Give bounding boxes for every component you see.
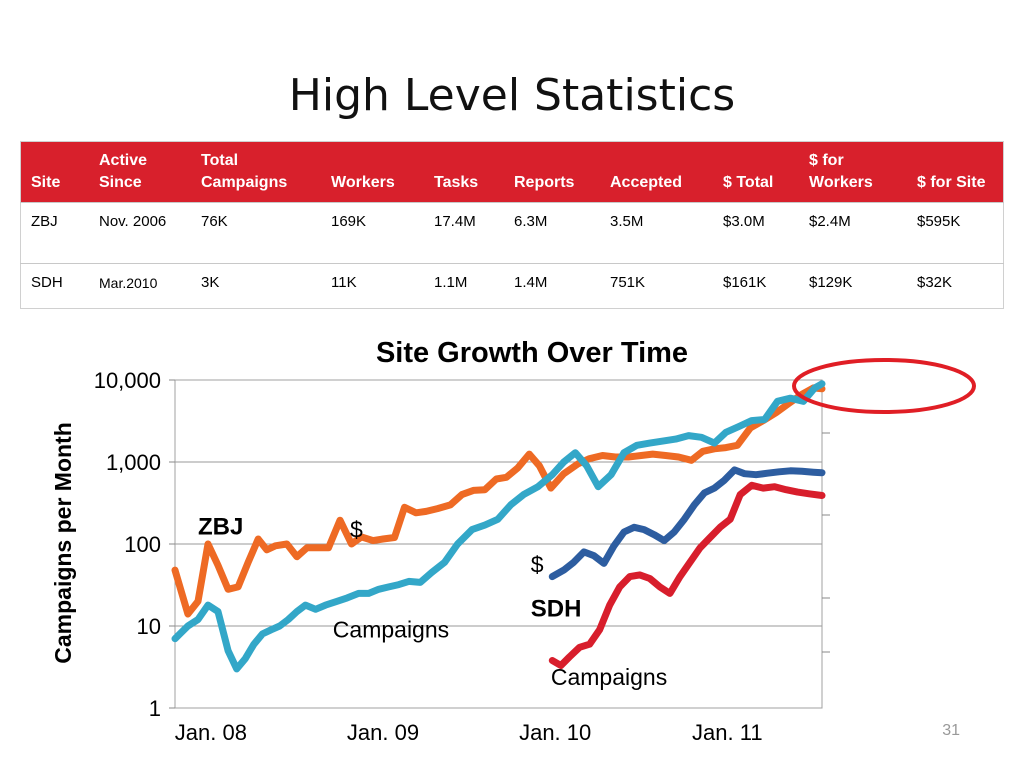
table-cell: SDH	[20, 263, 89, 309]
y-tick-label: 10,000	[94, 368, 161, 393]
y-axis-label: Campaigns per Month	[50, 422, 76, 664]
table-row: SDH Mar.2010 3K 11K 1.1M 1.4M 751K $161K…	[20, 263, 1004, 309]
table-cell: 751K	[600, 263, 713, 309]
header-tasks: Tasks	[424, 141, 504, 203]
y-tick-label: 1,000	[106, 450, 161, 475]
table-cell: Mar.2010	[89, 263, 191, 309]
slide-title: High Level Statistics	[288, 70, 736, 121]
table-cell: $161K	[713, 263, 799, 309]
x-tick-label: Jan. 08	[175, 720, 247, 745]
series-line-zbj-campaigns	[171, 380, 826, 673]
table-row: ZBJ Nov. 2006 76K 169K 17.4M 6.3M 3.5M $…	[20, 202, 1004, 264]
x-tick-label: Jan. 09	[347, 720, 419, 745]
y-tick-label: 10	[137, 614, 161, 639]
y-tick-label: 100	[124, 532, 161, 557]
header-dollar-total: $ Total	[713, 141, 799, 203]
page-number: 31	[942, 722, 960, 739]
cell-text: Nov. 2006	[99, 213, 167, 230]
x-tick-label: Jan. 11	[692, 720, 763, 745]
table-cell: 3.5M	[600, 202, 713, 264]
annotation-label: Campaigns	[333, 617, 449, 643]
table-header-row: Site Active Since Total Campaigns Worker…	[20, 141, 1004, 203]
table-cell: 11K	[321, 263, 424, 309]
table-cell: 6.3M	[504, 202, 600, 264]
annotation-label: ZBJ	[198, 514, 243, 541]
series-line-zbj-dollars	[171, 384, 826, 618]
table-cell: $32K	[907, 263, 1004, 309]
header-total-campaigns: Total Campaigns	[191, 141, 321, 203]
highlight-circle	[792, 358, 976, 414]
header-dollar-site: $ for Site	[907, 141, 1004, 203]
table-cell: Nov. 2006	[89, 202, 191, 264]
chart-title: Site Growth Over Time	[376, 337, 688, 369]
x-tick-label: Jan. 10	[519, 720, 591, 745]
annotation-label: SDH	[531, 596, 582, 623]
table-cell: $2.4M	[799, 202, 907, 264]
series-line-sdh-campaigns	[548, 481, 826, 669]
table-cell: ZBJ	[20, 202, 89, 264]
annotation-label: $	[531, 551, 544, 577]
annotation-label: $	[350, 517, 363, 543]
table-cell: 76K	[191, 202, 321, 264]
series-line-sdh-dollars	[548, 466, 826, 581]
y-tick-label: 1	[149, 696, 161, 721]
header-workers: Workers	[321, 141, 424, 203]
stats-table: Site Active Since Total Campaigns Worker…	[20, 141, 1004, 309]
table-cell: 169K	[321, 202, 424, 264]
header-active-since: Active Since	[89, 141, 191, 203]
header-accepted: Accepted	[600, 141, 713, 203]
header-site: Site	[20, 141, 89, 203]
header-dollar-workers: $ for Workers	[799, 141, 907, 203]
table-cell: 3K	[191, 263, 321, 309]
table-cell: 17.4M	[424, 202, 504, 264]
table-cell: $3.0M	[713, 202, 799, 264]
table-cell: 1.1M	[424, 263, 504, 309]
header-reports: Reports	[504, 141, 600, 203]
table-cell: 1.4M	[504, 263, 600, 309]
table-cell: $595K	[907, 202, 1004, 264]
annotation-label: Campaigns	[551, 664, 667, 690]
table-cell: $129K	[799, 263, 907, 309]
